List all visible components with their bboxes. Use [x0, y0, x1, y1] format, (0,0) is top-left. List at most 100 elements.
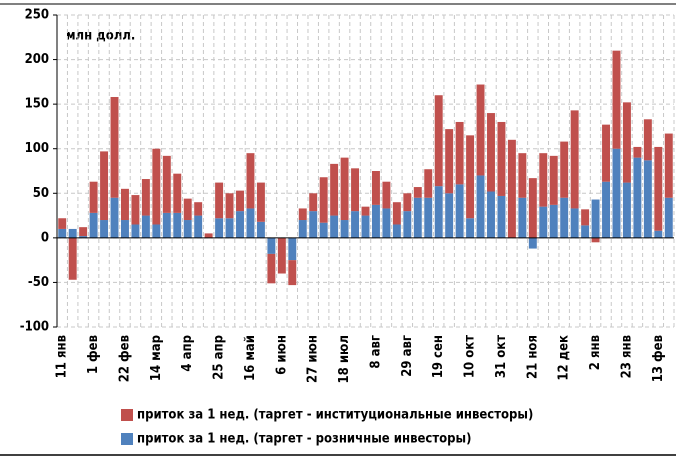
x-tick-label: 25 апр	[212, 335, 227, 380]
x-tick-label: 11 янв	[55, 335, 70, 378]
x-tick-label: 27 июн	[306, 335, 321, 383]
bar	[413, 197, 422, 238]
bar	[183, 220, 192, 238]
bar	[528, 178, 537, 238]
bar	[539, 153, 548, 207]
bar	[622, 102, 631, 183]
bar	[319, 177, 328, 223]
bar	[581, 209, 590, 226]
bar	[162, 212, 171, 238]
bar	[131, 195, 140, 225]
bar	[466, 218, 475, 238]
y-tick-label: 0	[41, 230, 49, 245]
bar	[267, 237, 276, 254]
bar	[622, 182, 631, 238]
bar	[351, 168, 360, 212]
bar	[654, 230, 663, 238]
bar	[403, 193, 412, 212]
bar	[633, 146, 642, 158]
bar	[654, 146, 663, 231]
bar	[581, 225, 590, 238]
legend-label: приток за 1 нед. (таргет - розничные инв…	[137, 432, 471, 447]
bar	[371, 204, 380, 238]
bar	[476, 84, 485, 176]
bar	[466, 135, 475, 219]
bar	[173, 212, 182, 238]
bar	[424, 169, 433, 198]
bar	[340, 220, 349, 238]
bar	[507, 139, 516, 238]
bar	[204, 233, 213, 238]
bar	[497, 195, 506, 238]
bar	[131, 224, 140, 238]
x-tick-label: 23 янв	[619, 335, 634, 378]
y-tick-label: 250	[25, 8, 49, 23]
bar	[246, 208, 255, 238]
bar	[173, 173, 182, 213]
bar	[298, 220, 307, 238]
x-tick-label: 22 фев	[117, 335, 132, 382]
bar	[194, 215, 203, 238]
bar	[560, 197, 569, 238]
y-tick-label: -100	[20, 320, 49, 335]
legend-label: приток за 1 нед. (таргет - институционал…	[137, 408, 533, 423]
bar	[591, 199, 600, 238]
unit-label: млн долл.	[66, 29, 135, 44]
bar	[560, 141, 569, 198]
bar	[194, 202, 203, 216]
bar	[591, 237, 600, 243]
bar	[277, 237, 286, 274]
bar	[236, 211, 244, 238]
bar	[256, 221, 265, 238]
bar	[602, 124, 610, 182]
bar	[89, 181, 98, 213]
bar	[476, 175, 485, 238]
x-tick-label: 21 ноя	[525, 335, 540, 379]
x-tick-label: 19 сен	[431, 335, 446, 378]
x-tick-label: 18 июл	[337, 335, 352, 383]
x-tick-label: 14 мар	[149, 335, 164, 381]
bar	[121, 188, 129, 221]
bar	[267, 253, 276, 284]
x-tick-label: 2 янв	[588, 335, 603, 370]
bar	[664, 133, 673, 198]
bar	[549, 155, 558, 205]
bar	[549, 204, 558, 238]
bar	[424, 197, 433, 238]
bar	[330, 163, 339, 216]
bar	[298, 208, 307, 221]
bar	[162, 155, 171, 213]
bar	[612, 50, 621, 149]
bar	[518, 153, 527, 198]
x-tick-label: 8 авг	[368, 335, 383, 369]
y-tick-label: 100	[25, 141, 49, 156]
y-tick-label: -50	[28, 275, 49, 290]
bar	[309, 193, 318, 212]
bar	[643, 160, 652, 238]
bar	[445, 193, 454, 238]
x-tick-label: 6 июн	[274, 335, 289, 375]
legend: приток за 1 нед. (таргет - институционал…	[121, 408, 533, 447]
x-tick-label: 4 апр	[180, 335, 195, 372]
bar	[340, 157, 349, 221]
bar	[403, 211, 412, 238]
bar	[602, 181, 610, 238]
bar	[246, 153, 255, 209]
x-tick-label: 16 май	[243, 335, 258, 381]
bar	[371, 171, 380, 205]
bar	[361, 215, 370, 238]
bar	[570, 208, 579, 238]
bar	[497, 121, 506, 196]
bar	[487, 113, 495, 192]
y-tick-label: 200	[25, 52, 49, 67]
bar	[455, 184, 464, 238]
bar	[121, 220, 129, 238]
bar	[539, 206, 548, 238]
bar	[79, 227, 88, 237]
bar	[612, 148, 621, 238]
legend-swatch	[121, 433, 133, 445]
bar	[288, 237, 297, 261]
x-tick-label: 10 окт	[463, 335, 478, 378]
bar	[89, 212, 98, 238]
bar	[225, 218, 234, 238]
